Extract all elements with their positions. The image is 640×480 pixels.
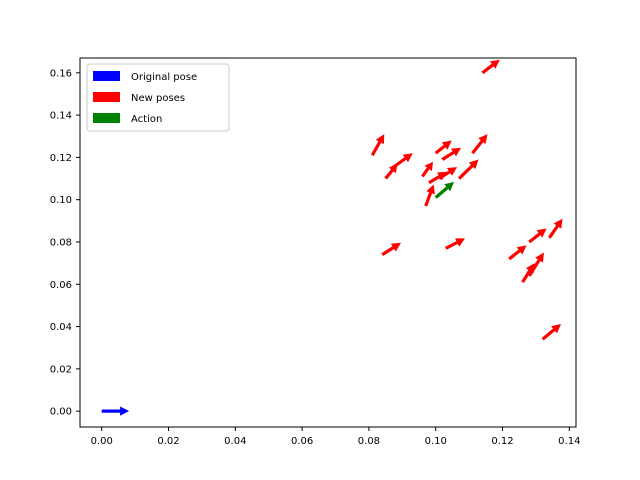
x-tick-label: 0.08 — [358, 436, 380, 447]
x-tick-label: 0.10 — [425, 436, 447, 447]
pose-arrow — [434, 181, 455, 199]
x-tick-label: 0.02 — [157, 436, 179, 447]
pose-arrow — [521, 263, 535, 283]
pose-arrow — [391, 153, 413, 170]
pose-arrow — [508, 245, 527, 261]
x-tick-label: 0.04 — [224, 436, 246, 447]
y-tick-label: 0.12 — [50, 153, 72, 164]
pose-arrow — [421, 161, 433, 178]
pose-arrow — [370, 134, 385, 157]
pose-arrow — [528, 228, 547, 244]
y-tick-label: 0.10 — [50, 195, 72, 206]
pose-arrow — [438, 167, 458, 180]
pose-arrow — [434, 140, 452, 155]
pose-arrow — [527, 252, 544, 277]
arrow-layer — [101, 59, 563, 416]
pose-arrow — [424, 184, 435, 207]
legend-swatch — [93, 71, 120, 81]
pose-arrow — [481, 59, 500, 75]
pose-arrow — [548, 218, 563, 239]
y-tick-label: 0.06 — [50, 280, 72, 291]
legend-swatch — [93, 113, 120, 123]
legend-label: Action — [131, 114, 162, 125]
pose-arrow — [381, 242, 401, 256]
pose-arrow — [445, 238, 466, 250]
legend-label: New poses — [131, 93, 185, 104]
x-tick-label: 0.00 — [91, 436, 113, 447]
pose-arrow — [471, 134, 488, 155]
pose-arrow — [101, 406, 130, 416]
legend-box — [86, 63, 230, 132]
pose-arrow — [541, 324, 561, 341]
y-tick-label: 0.16 — [50, 68, 72, 79]
x-tick-label: 0.14 — [558, 436, 580, 447]
y-tick-label: 0.02 — [50, 364, 72, 375]
legend-label: Original pose — [131, 72, 197, 83]
y-tick-label: 0.08 — [50, 237, 72, 248]
y-tick-label: 0.00 — [50, 407, 72, 418]
x-tick-label: 0.12 — [491, 436, 513, 447]
x-tick-label: 0.06 — [291, 436, 313, 447]
legend-swatch — [93, 92, 120, 102]
y-tick-label: 0.14 — [50, 111, 72, 122]
y-tick-label: 0.04 — [50, 322, 72, 333]
pose-arrow — [441, 147, 462, 161]
pose-arrow — [458, 159, 479, 180]
x-axis-ticks: 0.00 0.02 0.04 0.06 0.08 0.10 0.12 0.14 — [91, 427, 580, 447]
legend: Original pose New poses Action — [86, 63, 230, 132]
y-axis-ticks: 0.00 0.02 0.04 0.06 0.08 0.10 0.12 0.14 0.16 — [50, 68, 80, 418]
axes-frame — [79, 57, 577, 428]
